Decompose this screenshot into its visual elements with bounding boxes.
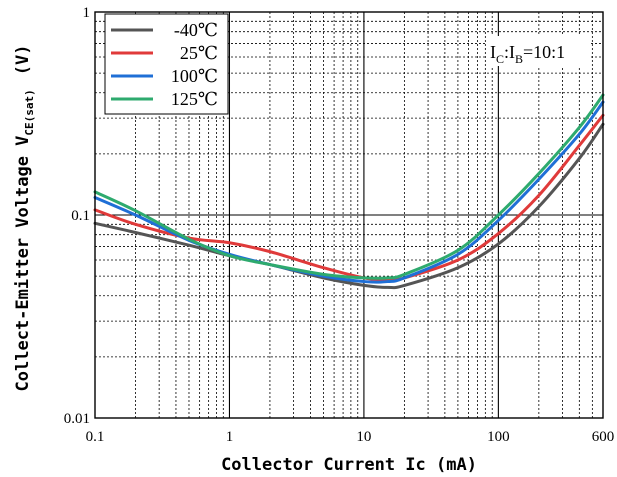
y-axis-label-unit: (V)	[13, 45, 33, 76]
plot-frame	[94, 11, 604, 419]
x-tick-label: 10	[356, 429, 371, 445]
legend-label: 25℃	[180, 43, 218, 63]
legend-label: -40℃	[174, 20, 218, 40]
y-tick-label: 1	[83, 5, 91, 21]
series-lines	[93, 93, 605, 290]
x-tick-label: 0.1	[86, 429, 105, 445]
annotation-subscript: B	[515, 52, 523, 66]
legend-label: 125℃	[171, 89, 218, 109]
y-axis-label-main: Collect-Emitter Voltage V	[13, 136, 33, 392]
annotation-subscript: C	[496, 52, 504, 66]
annotation-part: =10:1	[523, 42, 565, 62]
y-tick-label: 0.1	[71, 208, 90, 224]
ratio-annotation-box	[486, 36, 590, 66]
y-axis-label-subscript: CE(sat)	[23, 89, 36, 135]
annotation-part: I	[490, 42, 496, 62]
legend: -40℃ 25℃ 100℃ 125℃	[104, 13, 229, 115]
x-tick-label: 1	[226, 429, 234, 445]
ratio-annotation: IC:IB=10:1	[486, 36, 590, 66]
x-axis-label: Collector Current Ic (mA)	[221, 455, 477, 475]
x-tick-label: 600	[592, 429, 615, 445]
y-tick-labels: 0.01 0.1 1	[64, 5, 90, 427]
y-axis-label: Collect-Emitter Voltage VCE(sat) (V)	[13, 45, 36, 392]
y-tick-label: 0.01	[64, 411, 90, 427]
x-tick-label: 100	[487, 429, 510, 445]
legend-label: 100℃	[171, 66, 218, 86]
ratio-annotation-text: IC:IB=10:1	[490, 42, 565, 66]
series-line	[93, 122, 605, 290]
x-tick-labels: 0.1 1 10 100 600	[86, 429, 615, 445]
series-line	[93, 93, 605, 280]
annotation-part: :I	[504, 42, 515, 62]
